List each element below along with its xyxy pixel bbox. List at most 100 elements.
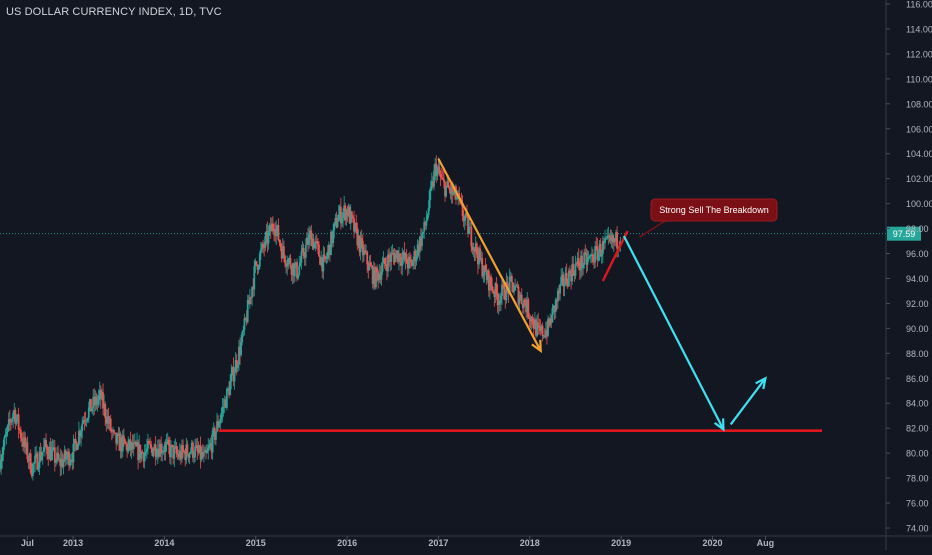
candle-body	[515, 285, 518, 287]
candle-body	[493, 291, 496, 297]
candle-body	[292, 263, 295, 277]
candle-body	[244, 318, 247, 320]
candle-body	[445, 185, 448, 197]
candle-body	[524, 299, 526, 305]
candle-body	[563, 284, 566, 287]
candle-body	[559, 284, 561, 294]
candle-body	[574, 263, 577, 276]
candle-body	[577, 258, 580, 267]
candle-body	[207, 447, 210, 452]
candle-body	[118, 433, 121, 451]
candle-body	[56, 452, 58, 462]
candle-body	[315, 241, 318, 242]
candle-body	[348, 207, 351, 224]
candle-body	[325, 257, 328, 259]
candle-body	[539, 327, 542, 331]
candle-body	[194, 446, 197, 457]
candle-body	[426, 215, 429, 221]
candle-body	[614, 238, 616, 242]
candle-body	[366, 251, 369, 265]
candle-body	[481, 258, 484, 277]
candle-body	[404, 253, 407, 260]
candle-body	[599, 243, 602, 257]
candle-body	[326, 251, 329, 258]
candle-body	[466, 213, 468, 217]
candle-body	[372, 267, 375, 284]
candle-body	[383, 258, 386, 265]
candle-body	[176, 453, 179, 455]
candle-body	[12, 412, 15, 419]
orange-trend-arrow-head	[531, 339, 542, 354]
candle-body	[39, 451, 42, 461]
candle-body	[300, 251, 303, 263]
candle-body	[313, 243, 316, 249]
candle-body	[411, 262, 414, 267]
candle-body	[319, 256, 321, 265]
candle-body	[178, 450, 181, 458]
candle-body	[106, 416, 109, 424]
candle-body	[174, 446, 177, 448]
candle-body	[415, 255, 418, 262]
x-tick-label: 2019	[611, 538, 631, 548]
candle-body	[508, 276, 511, 294]
candle-body	[251, 287, 253, 298]
candle-body	[562, 274, 565, 287]
candle-body	[565, 272, 568, 284]
candle-body	[233, 372, 236, 382]
candle-body	[147, 441, 149, 449]
callout-box	[650, 198, 778, 222]
candle-body	[312, 238, 315, 249]
candle-body	[311, 238, 314, 247]
candle-body	[201, 452, 204, 457]
candle-body	[264, 236, 267, 248]
candle-body	[601, 240, 604, 254]
candle-body	[227, 388, 229, 390]
candle-body	[306, 237, 308, 245]
candle-body	[45, 440, 47, 447]
candle-body	[42, 446, 45, 452]
candle-body	[576, 258, 579, 264]
candle-body	[612, 238, 615, 243]
candle-body	[427, 208, 430, 216]
candle-body	[422, 231, 424, 235]
candle-body	[307, 237, 309, 245]
candle-body	[31, 464, 34, 476]
cyan-projection-up-arrow	[729, 377, 767, 426]
candle-body	[35, 453, 38, 456]
candle-body	[504, 299, 507, 301]
candle-body	[394, 254, 397, 263]
candle-body	[156, 448, 159, 456]
candle-body	[597, 252, 600, 261]
candle-body	[148, 441, 150, 444]
candle-body	[204, 449, 206, 452]
candle-body	[553, 305, 556, 312]
candle-body	[29, 453, 32, 473]
candle-body	[580, 255, 582, 271]
candle-body	[68, 451, 70, 466]
candle-body	[380, 271, 383, 280]
candle-body	[571, 264, 574, 282]
candle-body	[475, 243, 478, 255]
x-tick-label: 2014	[154, 538, 174, 548]
candle-body	[162, 450, 165, 452]
candle-body	[222, 406, 225, 408]
candle-body	[303, 256, 306, 258]
candle-body	[99, 390, 102, 400]
candle-body	[542, 335, 545, 337]
candle-body	[184, 451, 187, 461]
candle-body	[432, 181, 434, 187]
candle-body	[126, 443, 129, 452]
candle-body	[252, 287, 255, 290]
candle-body	[298, 265, 301, 275]
cyan-projection-up-arrow-head	[755, 376, 767, 390]
candle-body	[142, 453, 145, 462]
candle-body	[398, 253, 400, 263]
candle-body	[572, 264, 575, 273]
candle-body	[403, 251, 406, 260]
candle-body	[55, 461, 57, 463]
candle-body	[322, 254, 325, 272]
candle-body	[287, 259, 290, 266]
candle-body	[399, 253, 401, 262]
